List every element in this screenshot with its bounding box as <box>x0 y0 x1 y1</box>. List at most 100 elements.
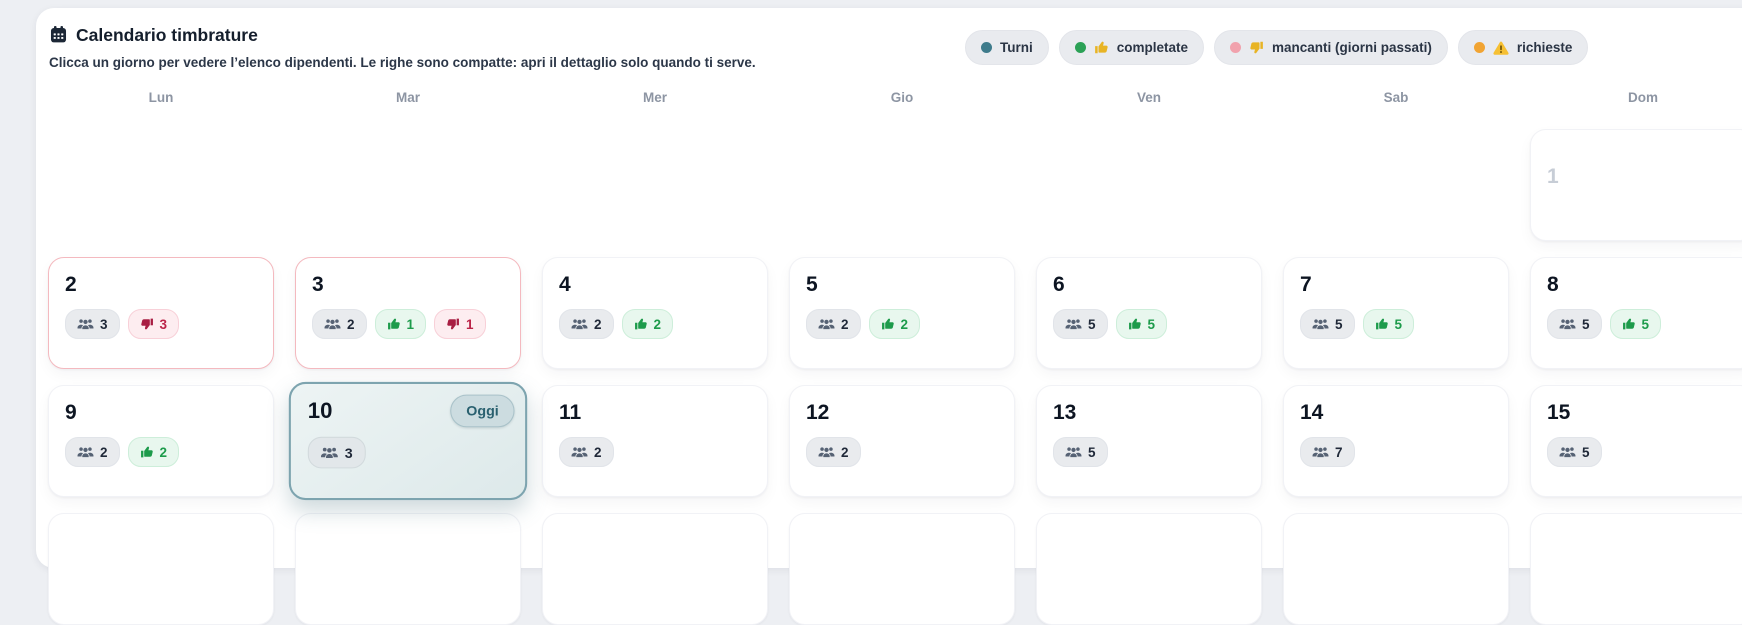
legend-chip-richieste[interactable]: richieste <box>1457 30 1589 65</box>
day-cell-partial[interactable] <box>789 513 1015 625</box>
badge-value: 5 <box>1394 316 1403 332</box>
day-number: 14 <box>1300 401 1324 424</box>
people-count-badge: 2 <box>806 437 861 467</box>
day-number: 6 <box>1053 273 1065 296</box>
badge-row: 2 1 1 <box>312 309 508 339</box>
day-number: 3 <box>312 273 324 296</box>
day-number: 1 <box>1547 165 1559 188</box>
people-count-badge: 5 <box>1053 309 1108 339</box>
badge-row: 2 <box>806 437 1002 467</box>
badge-value: 5 <box>1582 316 1590 332</box>
legend-chip-turni[interactable]: Turni <box>965 30 1049 65</box>
weekday-label-ven: Ven <box>1136 90 1161 105</box>
card-header: Calendario timbrature Clicca un giorno p… <box>36 8 1742 72</box>
day-cell-partial[interactable] <box>1530 513 1742 625</box>
badge-value: 2 <box>900 316 909 332</box>
legend-dot <box>981 42 992 53</box>
completed-count-badge: 2 <box>127 437 180 467</box>
badge-value: 2 <box>653 316 662 332</box>
day-cell-partial[interactable] <box>542 513 768 625</box>
legend-chip-label: mancanti (giorni passati) <box>1272 40 1432 55</box>
legend-chip-label: completate <box>1116 40 1189 55</box>
people-count-badge: 5 <box>1547 437 1602 467</box>
day-cell-12[interactable]: 12 2 <box>789 385 1015 497</box>
thumb-up-icon <box>140 446 153 458</box>
weekday-label-sab: Sab <box>1383 90 1409 105</box>
badge-value: 5 <box>1088 444 1096 460</box>
legend-chip-mancanti[interactable]: mancanti (giorni passati) <box>1214 30 1448 65</box>
users-icon <box>324 319 341 330</box>
users-icon <box>77 447 94 458</box>
day-cell-15[interactable]: 15 5 <box>1530 385 1742 497</box>
day-cell-partial[interactable] <box>1283 513 1509 625</box>
legend-chip-label: richieste <box>1516 40 1573 55</box>
users-icon <box>1559 447 1576 458</box>
day-number: 9 <box>65 401 77 424</box>
badge-row: 5 <box>1053 437 1249 467</box>
page-title-text: Calendario timbrature <box>76 25 258 45</box>
legend-chip-label: Turni <box>1000 40 1033 55</box>
day-cell-11[interactable]: 11 2 <box>542 385 768 497</box>
completed-count-badge: 1 <box>374 309 427 339</box>
completed-count-badge: 5 <box>1362 309 1415 339</box>
weekday-label-lun: Lun <box>148 90 174 105</box>
day-cell-14[interactable]: 14 7 <box>1283 385 1509 497</box>
legend-chip-completate[interactable]: completate <box>1058 30 1205 65</box>
people-count-badge: 5 <box>1053 437 1108 467</box>
page-subtitle: Clicca un giorno per vedere l’elenco dip… <box>49 55 756 70</box>
day-cell-10[interactable]: 10 Oggi 3 <box>288 381 528 501</box>
legend-dot <box>1074 42 1086 53</box>
day-cell-3[interactable]: 3 2 1 1 <box>295 257 521 369</box>
users-icon <box>1065 319 1082 330</box>
people-count-badge: 2 <box>559 437 614 467</box>
badge-value: 5 <box>1641 316 1650 332</box>
day-cell-partial[interactable] <box>295 513 521 625</box>
thumb-up-icon <box>881 318 894 330</box>
day-cell-partial[interactable] <box>48 513 274 625</box>
warning-icon <box>1493 41 1509 55</box>
badge-value: 3 <box>159 316 168 332</box>
badge-value: 1 <box>406 316 415 332</box>
people-count-badge: 2 <box>312 309 367 339</box>
users-icon <box>818 319 835 330</box>
badge-value: 2 <box>347 316 355 332</box>
legend-dot <box>1230 42 1242 53</box>
users-icon <box>1559 319 1576 330</box>
weekday-label-mer: Mer <box>642 90 667 105</box>
weekday-label-mar: Mar <box>395 90 420 105</box>
calendar-card: Calendario timbrature Clicca un giorno p… <box>36 8 1742 625</box>
users-icon <box>571 319 588 330</box>
day-cell-1[interactable]: 1 <box>1530 129 1742 241</box>
badge-row: 5 <box>1547 437 1742 467</box>
legend-dot <box>1473 42 1485 53</box>
missing-count-badge: 3 <box>127 309 180 339</box>
day-cell-partial[interactable] <box>1036 513 1262 625</box>
thumb-up-icon <box>387 318 400 330</box>
badge-value: 5 <box>1582 444 1590 460</box>
users-icon <box>1065 447 1082 458</box>
day-cell-13[interactable]: 13 5 <box>1036 385 1262 497</box>
badge-row: 7 <box>1300 437 1496 467</box>
people-count-badge: 7 <box>1300 437 1355 467</box>
people-count-badge: 5 <box>1547 309 1602 339</box>
users-icon <box>1312 447 1329 458</box>
weekday-header-row: Lun Mar Mer Gio Ven Sab Dom <box>48 90 1742 105</box>
day-number: 15 <box>1547 401 1571 424</box>
badge-value: 1 <box>466 316 474 332</box>
people-count-badge: 2 <box>65 437 120 467</box>
people-count-badge: 2 <box>559 309 614 339</box>
people-count-badge: 5 <box>1300 309 1355 339</box>
day-number: 5 <box>806 273 818 296</box>
thumb-up-icon <box>634 318 647 330</box>
